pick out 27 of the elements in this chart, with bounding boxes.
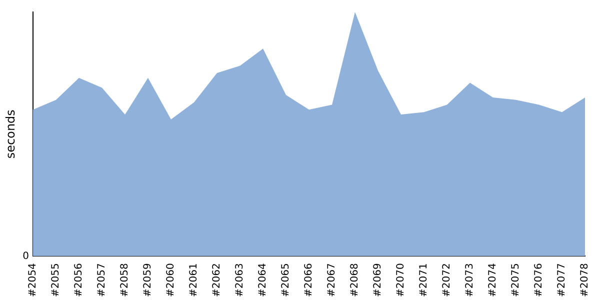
x-tick-label: #2068 [350, 263, 361, 297]
x-tick-label: #2064 [258, 263, 269, 297]
x-tick-label: #2060 [166, 263, 177, 297]
x-tick-label: #2070 [396, 263, 407, 297]
x-tick-label: #2054 [28, 263, 39, 297]
x-tick-label: #2065 [280, 263, 292, 297]
x-tick-label: #2066 [304, 263, 315, 297]
x-tick-label: #2077 [556, 263, 568, 297]
x-tick-label: #2074 [488, 263, 499, 297]
x-tick-label: #2073 [464, 263, 476, 297]
x-tick-label: #2078 [580, 263, 591, 297]
x-tick-label: #2058 [120, 263, 131, 297]
x-tick-label: #2059 [142, 263, 154, 297]
x-tick-label: #2057 [96, 263, 108, 297]
x-tick-label: #2061 [188, 263, 200, 297]
x-tick-label: #2056 [74, 263, 85, 297]
x-tick-label: #2075 [510, 263, 522, 297]
x-tick-label: #2072 [442, 263, 453, 297]
x-tick-label: #2055 [50, 263, 62, 297]
x-tick-label: #2063 [234, 263, 246, 297]
x-tick-label: #2071 [418, 263, 430, 297]
x-tick-label: #2067 [326, 263, 338, 297]
text: 0 [22, 250, 29, 262]
x-tick-label: #2069 [372, 263, 384, 297]
y-axis-title: seconds [3, 110, 18, 159]
x-tick-label: #2076 [534, 263, 545, 297]
x-tick-label: #2062 [212, 263, 223, 297]
